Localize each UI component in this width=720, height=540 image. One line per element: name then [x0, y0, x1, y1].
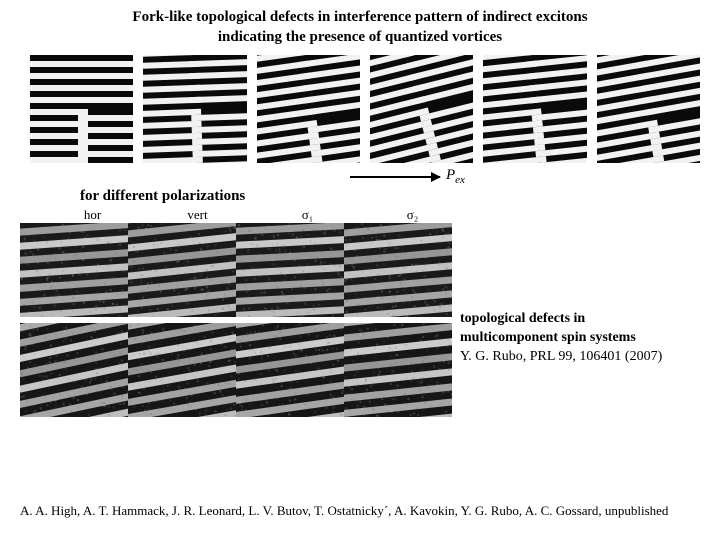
interference-panel: [30, 55, 133, 163]
side-bold-1: topological defects in: [460, 310, 710, 329]
footer-citation: A. A. High, A. T. Hammack, J. R. Leonard…: [20, 503, 700, 520]
interference-panel: [597, 55, 700, 163]
label-vert: vert: [140, 207, 255, 223]
interference-panel: [344, 223, 452, 317]
side-ref: Y. G. Rubo, PRL 99, 106401 (2007): [460, 348, 710, 367]
arrow-right-icon: [350, 176, 440, 178]
pex-arrow-row: Pex: [350, 167, 700, 186]
pex-label: Pex: [446, 167, 465, 186]
interference-panel: [20, 323, 128, 417]
side-caption: topological defects in multicomponent sp…: [460, 310, 710, 367]
polarization-subtitle: for different polarizations: [80, 188, 700, 205]
interference-panel: [128, 223, 236, 317]
interference-panel: [128, 323, 236, 417]
top-panel-row: [30, 55, 700, 163]
label-hor: hor: [45, 207, 140, 223]
interference-panel: [483, 55, 586, 163]
label-sigma1: σ₁: [255, 207, 360, 223]
title-line-2: indicating the presence of quantized vor…: [218, 29, 502, 45]
interference-panel: [257, 55, 360, 163]
interference-panel: [370, 55, 473, 163]
title-line-1: Fork-like topological defects in interfe…: [132, 9, 587, 25]
polarization-labels: hor vert σ₁ σ₂: [45, 207, 700, 223]
interference-panel: [236, 323, 344, 417]
interference-panel: [20, 223, 128, 317]
interference-panel: [236, 223, 344, 317]
label-sigma2: σ₂: [360, 207, 465, 223]
side-bold-2: multicomponent spin systems: [460, 329, 710, 348]
interference-panel: [143, 55, 246, 163]
interference-panel: [344, 323, 452, 417]
mid-panel-row: [20, 223, 700, 317]
